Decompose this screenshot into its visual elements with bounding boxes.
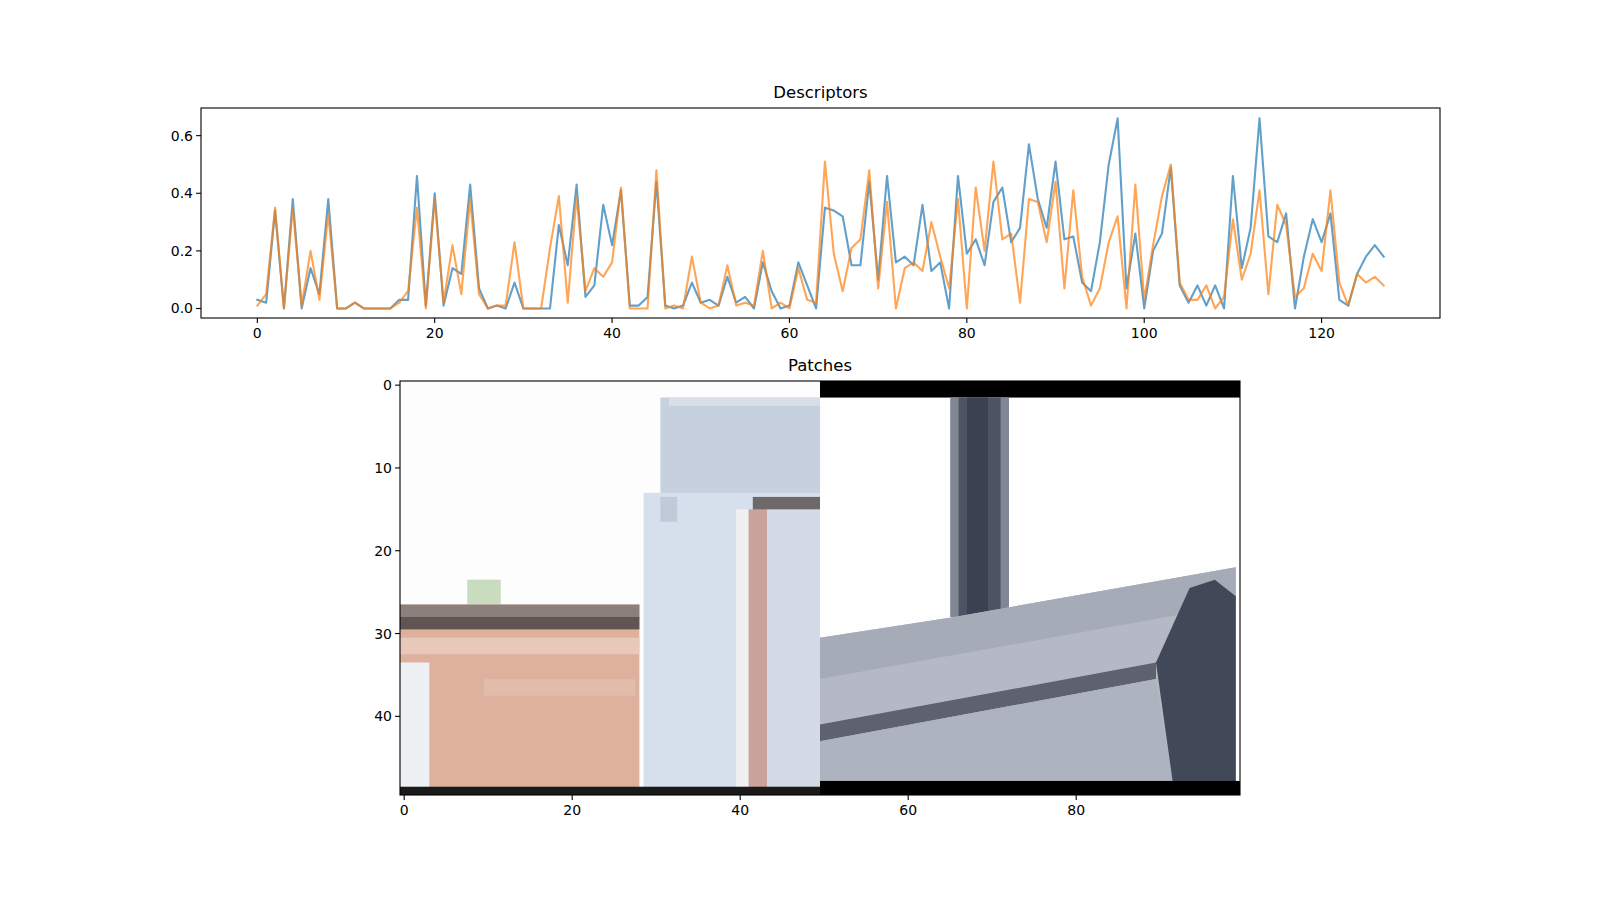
- image-pixels: [1156, 580, 1236, 783]
- x-tick-label: 100: [1131, 325, 1158, 341]
- x-tick: [966, 318, 967, 323]
- axes-title: Patches: [788, 356, 852, 375]
- y-tick-label: 0.2: [171, 243, 193, 259]
- image-pixels: [644, 493, 820, 795]
- image-pixels: [820, 381, 1240, 398]
- image-pixels: [749, 509, 767, 795]
- x-tick: [1076, 795, 1077, 800]
- image-pixels: [467, 580, 501, 605]
- y-tick-label: 0: [383, 377, 392, 393]
- image-area: [400, 381, 1240, 795]
- image-pixels: [820, 381, 1240, 795]
- image-pixels: [767, 509, 820, 795]
- x-tick-label: 20: [563, 802, 581, 818]
- x-tick: [740, 795, 741, 800]
- x-tick: [1321, 318, 1322, 323]
- x-tick-label: 80: [958, 325, 976, 341]
- image-pixels: [950, 398, 1009, 617]
- axes-frame: [400, 381, 1240, 795]
- image-pixels: [820, 567, 1236, 782]
- series-line: [257, 162, 1383, 309]
- image-pixels: [660, 398, 820, 497]
- image-pixels: [959, 398, 1001, 617]
- x-tick: [789, 318, 790, 323]
- image-pixels: [400, 638, 639, 655]
- x-tick-label: 20: [426, 325, 444, 341]
- x-tick-label: 80: [1067, 802, 1085, 818]
- x-tick: [404, 795, 405, 800]
- image-pixels: [484, 679, 635, 696]
- x-tick-label: 40: [731, 802, 749, 818]
- x-tick: [434, 318, 435, 323]
- image: [400, 381, 1240, 795]
- image-pixels: [820, 781, 1240, 795]
- y-tick: [395, 550, 400, 551]
- x-tick: [908, 795, 909, 800]
- axes-decor: 0 20 40 60 80 100 120 0.0 0.2 0.4 0.6 Descriptors: [171, 83, 1335, 341]
- x-tick-label: 40: [603, 325, 621, 341]
- y-tick-label: 20: [374, 543, 392, 559]
- image-pixels: [820, 679, 1173, 783]
- y-tick: [395, 385, 400, 386]
- x-tick-label: 60: [781, 325, 799, 341]
- axes-title: Descriptors: [773, 83, 867, 102]
- image-pixels: [400, 787, 820, 795]
- y-tick-label: 30: [374, 626, 392, 642]
- image-pixels: [400, 617, 639, 629]
- image-pixels: [400, 381, 820, 795]
- image-pixels: [669, 398, 820, 406]
- image-pixels: [400, 605, 639, 618]
- figure: 0204060801001200.00.20.40.6Descriptors02…: [0, 0, 1600, 900]
- y-tick-label: 10: [374, 460, 392, 476]
- axes-frame: [201, 108, 1440, 318]
- image-pixels: [400, 663, 429, 795]
- image-pixels: [660, 497, 677, 522]
- x-tick-label: 60: [899, 802, 917, 818]
- y-tick: [395, 467, 400, 468]
- y-tick-label: 0.4: [171, 185, 193, 201]
- y-tick-label: 0.6: [171, 128, 193, 144]
- canvas: 0204060801001200.00.20.40.6Descriptors02…: [0, 0, 1600, 900]
- image-pixels: [753, 497, 820, 510]
- series-line: [257, 118, 1383, 308]
- y-tick: [395, 633, 400, 634]
- image-pixels: [967, 398, 988, 617]
- plot-area: [257, 118, 1383, 308]
- x-tick: [572, 795, 573, 800]
- y-tick: [196, 308, 201, 309]
- x-tick: [257, 318, 258, 323]
- y-tick: [196, 250, 201, 251]
- x-tick: [612, 318, 613, 323]
- y-tick-label: 0.0: [171, 300, 193, 316]
- axes-decor: 0 20 40 60 80 0 10 20 30 40 Patches: [374, 356, 1085, 818]
- y-tick: [196, 135, 201, 136]
- x-tick-label: 0: [253, 325, 262, 341]
- y-tick: [395, 716, 400, 717]
- y-tick-label: 40: [374, 708, 392, 724]
- x-tick-label: 0: [400, 802, 409, 818]
- y-tick: [196, 193, 201, 194]
- image-pixels: [400, 605, 639, 795]
- x-tick-label: 120: [1308, 325, 1335, 341]
- x-tick: [1144, 318, 1145, 323]
